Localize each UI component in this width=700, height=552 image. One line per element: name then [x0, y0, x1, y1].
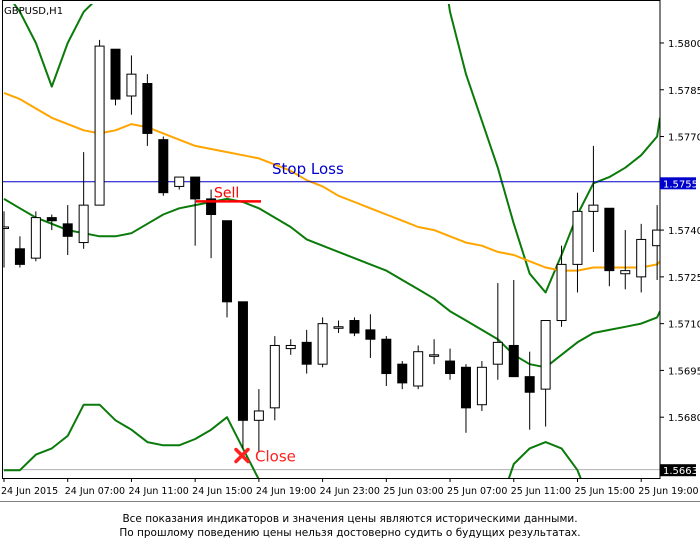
bear-candle[interactable]	[381, 338, 392, 375]
bear-candle[interactable]	[524, 376, 535, 393]
bull-candle[interactable]	[413, 351, 424, 387]
x-tick-label: 25 Jun 11:00	[511, 486, 571, 497]
bull-candle[interactable]	[269, 344, 280, 409]
bear-candle[interactable]	[508, 344, 519, 378]
x-tick-label: 25 Jun 15:00	[574, 486, 634, 497]
disclaimer-line-2: По прошлому поведению цены нельзя достов…	[119, 527, 581, 539]
bear-candle[interactable]	[445, 360, 456, 375]
close-x-icon	[234, 447, 250, 464]
x-tick-label: 24 Jun 11:00	[128, 486, 188, 497]
bull-candle[interactable]	[126, 73, 137, 97]
bull-candle[interactable]	[285, 344, 296, 350]
chart-frame: Stop Loss Sell Close GBPUSD,H1 1.5800 1.578…	[0, 0, 700, 503]
bull-candle[interactable]	[620, 270, 631, 275]
bear-candle[interactable]	[349, 320, 360, 334]
bear-candle[interactable]	[110, 48, 121, 100]
y-tick-label: 1.5695	[668, 366, 700, 377]
bull-candle[interactable]	[540, 320, 551, 390]
bear-candle[interactable]	[14, 248, 25, 265]
x-tick-label: 25 Jun 03:00	[383, 486, 443, 497]
bull-candle[interactable]	[30, 217, 41, 259]
sell-label: Sell	[214, 185, 239, 201]
disclaimer: Все показания индикаторов и значения цен…	[0, 512, 700, 540]
bull-candle[interactable]	[253, 410, 264, 421]
bear-candle[interactable]	[237, 301, 248, 421]
y-tick-label: 1.5785	[668, 86, 700, 97]
bull-candle[interactable]	[78, 204, 89, 244]
bear-candle[interactable]	[206, 198, 217, 215]
close-x-stroke	[234, 447, 250, 464]
bear-candle[interactable]	[142, 83, 153, 134]
bear-candle[interactable]	[222, 220, 233, 303]
bollinger-lower-line	[4, 403, 582, 478]
x-tick-label: 24 Jun 15:00	[192, 486, 252, 497]
bear-candle[interactable]	[397, 363, 408, 384]
y-tick-label: 1.5725	[668, 273, 700, 284]
bear-candle[interactable]	[604, 207, 615, 272]
plot-border	[2, 0, 661, 479]
bull-candle[interactable]	[317, 323, 328, 365]
x-tick-label: 24 Jun 19:00	[256, 486, 316, 497]
bull-candle[interactable]	[429, 354, 440, 357]
bollinger-middle-line	[3, 197, 660, 369]
close-label: Close	[255, 448, 296, 466]
bull-candle[interactable]	[492, 341, 503, 365]
bull-candle[interactable]	[174, 176, 185, 187]
low-price-label: 1.5663	[663, 466, 698, 477]
bear-candle[interactable]	[158, 139, 169, 194]
x-tick-label: 25 Jun 19:00	[638, 486, 698, 497]
current-price-badge	[660, 177, 696, 190]
current-price-label: 1.5755	[663, 179, 698, 190]
x-tick-label: 25 Jun 07:00	[447, 486, 507, 497]
bull-candle[interactable]	[333, 326, 344, 329]
bear-candle[interactable]	[190, 176, 201, 200]
y-tick-label: 1.5680	[668, 413, 700, 424]
disclaimer-line-1: Все показания индикаторов и значения цен…	[122, 513, 578, 525]
x-tick-label: 24 Jun 07:00	[65, 486, 125, 497]
bear-candle[interactable]	[460, 366, 471, 409]
price-chart[interactable]: Stop Loss Sell Close GBPUSD,H1 1.5800 1.578…	[0, 0, 700, 503]
bull-candle[interactable]	[572, 210, 583, 265]
y-tick-label: 1.5740	[668, 226, 700, 237]
stop-loss-label: Stop Loss	[272, 160, 344, 178]
bull-candle[interactable]	[636, 238, 647, 278]
bull-candle[interactable]	[94, 45, 105, 206]
bear-candle[interactable]	[46, 217, 57, 222]
bull-candle[interactable]	[0, 226, 9, 229]
bull-candle[interactable]	[556, 263, 567, 322]
y-tick-label: 1.5710	[668, 320, 700, 331]
symbol-label: GBPUSD,H1	[4, 6, 63, 17]
low-price-badge	[660, 464, 696, 477]
bear-candle[interactable]	[301, 341, 312, 365]
bull-candle[interactable]	[588, 204, 599, 212]
x-tick-label: 24 Jun 23:00	[320, 486, 380, 497]
bear-candle[interactable]	[365, 329, 376, 340]
bull-candle[interactable]	[476, 366, 487, 406]
y-tick-label: 1.5800	[668, 39, 700, 50]
bull-candle[interactable]	[652, 229, 662, 247]
bear-candle[interactable]	[62, 223, 73, 237]
x-tick-label: 24 Jun 2015	[1, 486, 58, 497]
y-tick-label: 1.5770	[668, 133, 700, 144]
